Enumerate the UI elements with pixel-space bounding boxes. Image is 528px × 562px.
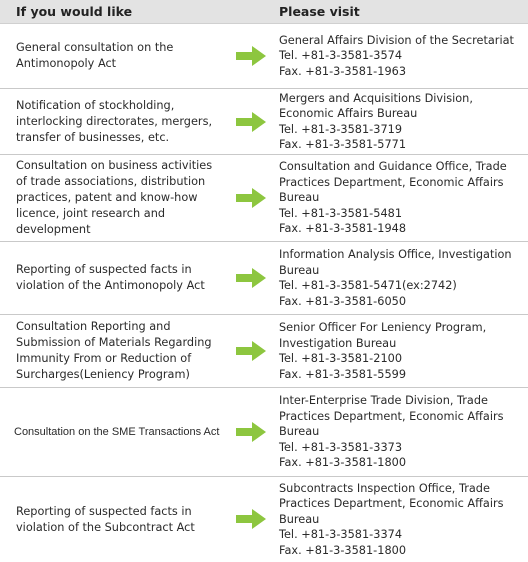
request-cell: General consultation on the Antimonopoly… (16, 41, 174, 70)
office-name: General Affairs Division of the Secretar… (279, 33, 514, 47)
table-row: Notification of stockholding, interlocki… (0, 89, 528, 155)
request-cell: Reporting of suspected facts in violatio… (16, 263, 205, 292)
office-name: Information Analysis Office, Investigati… (279, 248, 512, 277)
request-cell: Notification of stockholding, interlocki… (16, 98, 213, 144)
table-row: Reporting of suspected facts in violatio… (0, 242, 528, 315)
office-name: Consultation and Guidance Office, Trade … (279, 160, 507, 205)
contact-cell: Inter-Enterprise Trade Division, Trade P… (279, 388, 524, 476)
table-row: Consultation Reporting and Submission of… (0, 315, 528, 388)
fax-number: Fax. +81-3-3581-6050 (279, 294, 407, 308)
fax-number: Fax. +81-3-3581-1963 (279, 64, 407, 78)
office-name: Inter-Enterprise Trade Division, Trade P… (279, 394, 504, 439)
contact-cell: General Affairs Division of the Secretar… (279, 24, 524, 88)
header-please-visit: Please visit (279, 4, 360, 19)
fax-number: Fax. +81-3-3581-5599 (279, 367, 407, 381)
arrow-right-icon (236, 188, 266, 208)
arrow-right-icon (236, 112, 266, 132)
arrow-right-icon (236, 268, 266, 288)
arrow-right-icon (236, 46, 266, 66)
tel-number: Tel. +81-3-3581-3374 (279, 528, 403, 542)
fax-number: Fax. +81-3-3581-1800 (279, 543, 407, 557)
tel-number: Tel. +81-3-3581-2100 (279, 352, 403, 365)
office-name: Senior Officer For Leniency Program, Inv… (279, 321, 487, 350)
tel-number: Tel. +81-3-3581-3574 (279, 49, 403, 63)
arrow-right-icon (236, 422, 266, 442)
tel-number: Tel. +81-3-3581-3719 (279, 122, 403, 136)
tel-number: Tel. +81-3-3581-5481 (279, 206, 403, 220)
office-name: Mergers and Acquisitions Division, Econo… (279, 91, 473, 121)
contact-cell: Senior Officer For Leniency Program, Inv… (279, 315, 524, 387)
fax-number: Fax. +81-3-3581-5771 (279, 138, 407, 151)
table-row: General consultation on the Antimonopoly… (0, 24, 528, 89)
fax-number: Fax. +81-3-3581-1800 (279, 456, 407, 470)
table-row: Reporting of suspected facts in violatio… (0, 477, 528, 562)
arrow-right-icon (236, 341, 266, 361)
table-row: Consultation on business activities of t… (0, 155, 528, 242)
table-row: Consultation on the SME Transactions Act… (0, 388, 528, 477)
contact-cell: Subcontracts Inspection Office, Trade Pr… (279, 477, 524, 562)
request-cell: Consultation on the SME Transactions Act (14, 426, 220, 438)
table-header: If you would like Please visit (0, 0, 528, 24)
arrow-right-icon (236, 509, 266, 529)
tel-number: Tel. +81-3-3581-3373 (279, 440, 403, 454)
header-if-you-would-like: If you would like (16, 4, 133, 19)
contact-cell: Mergers and Acquisitions Division, Econo… (279, 89, 524, 154)
contact-cell: Consultation and Guidance Office, Trade … (279, 155, 524, 241)
fax-number: Fax. +81-3-3581-1948 (279, 222, 407, 236)
request-cell: Consultation Reporting and Submission of… (16, 320, 212, 381)
contact-cell: Information Analysis Office, Investigati… (279, 242, 524, 314)
request-cell: Consultation on business activities of t… (16, 159, 213, 236)
tel-number: Tel. +81-3-3581-5471(ex:2742) (279, 279, 457, 292)
office-name: Subcontracts Inspection Office, Trade Pr… (279, 481, 504, 526)
request-cell: Reporting of suspected facts in violatio… (16, 504, 195, 534)
